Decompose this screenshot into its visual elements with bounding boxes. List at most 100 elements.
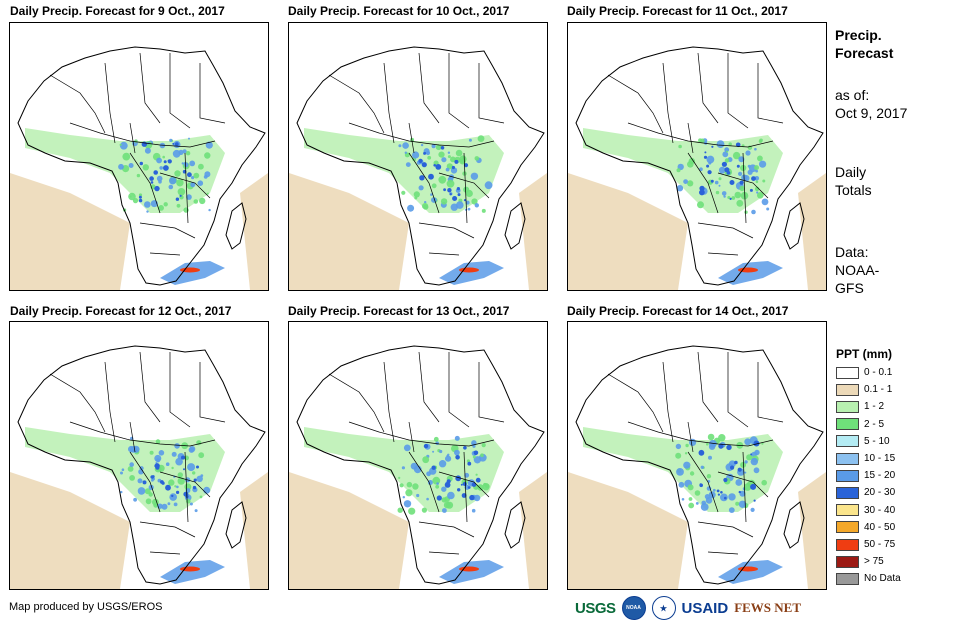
heavy-precip-cell: [172, 142, 175, 145]
light-precip-area: [568, 472, 688, 589]
precip-cell: [156, 175, 163, 182]
precip-cell: [433, 436, 439, 442]
legend-swatch: [836, 435, 859, 448]
country-border: [199, 63, 226, 124]
panel-title-3: Daily Precip. Forecast for 11 Oct., 2017: [567, 4, 788, 18]
heavy-precip-cell: [435, 164, 442, 170]
madagascar-outline: [504, 202, 526, 250]
heavy-precip-cell: [444, 482, 451, 488]
precip-cell: [744, 438, 752, 446]
africa-map: [568, 46, 826, 290]
precip-cell: [412, 151, 420, 159]
precip-cell: [445, 167, 450, 172]
precip-cell: [144, 488, 151, 495]
forecast-map-4: [9, 321, 269, 590]
light-precip-area: [289, 173, 409, 290]
southern-rain-streak: [718, 261, 783, 285]
precip-cell: [187, 463, 196, 472]
precip-cell: [477, 135, 485, 142]
heavy-precip-cell: [726, 171, 731, 175]
precip-cell: [189, 502, 193, 506]
precip-cell: [450, 203, 458, 211]
precip-cell: [407, 204, 415, 212]
country-border: [627, 421, 774, 447]
light-precip-area: [798, 173, 826, 290]
usgs-logo: USGS: [575, 599, 616, 617]
precip-cell: [728, 142, 732, 146]
country-border: [49, 373, 106, 433]
precip-cell: [156, 458, 161, 463]
precip-cell: [155, 439, 161, 444]
precip-cell: [158, 205, 165, 211]
heavy-precip-cell: [440, 146, 445, 150]
precip-cell: [401, 466, 405, 470]
precip-cell: [145, 498, 152, 505]
heavy-precip-cell: [165, 484, 171, 491]
legend-swatch: [836, 538, 859, 551]
precip-cell: [743, 175, 750, 182]
heavy-precip-cell: [421, 162, 427, 168]
precip-cell: [761, 479, 767, 486]
precip-cell: [766, 207, 770, 211]
precip-cell: [734, 191, 742, 199]
country-border: [139, 351, 161, 423]
country-border: [328, 74, 385, 134]
heavy-precip-cell: [463, 199, 467, 202]
precip-cell: [727, 196, 731, 199]
precip-cell: [127, 466, 134, 472]
precip-cell: [718, 184, 721, 187]
noaa-logo-text: NOAA: [626, 605, 641, 611]
precip-cell: [746, 482, 749, 485]
precip-cell: [130, 446, 137, 453]
precip-cell: [759, 160, 767, 168]
precip-cell: [416, 493, 420, 498]
precip-cell: [159, 166, 163, 170]
country-border: [69, 421, 216, 447]
country-border: [438, 172, 490, 199]
heavy-precip-cell: [460, 483, 463, 486]
precip-cell: [193, 199, 199, 204]
precip-cell: [171, 466, 174, 470]
continent-outline: [17, 345, 266, 585]
precip-cell: [732, 151, 741, 160]
side-title-line2: Forecast: [835, 45, 894, 61]
legend-item: 20 - 30: [836, 484, 895, 501]
country-border: [328, 373, 385, 433]
precip-cell: [420, 143, 424, 147]
precip-cell: [750, 457, 758, 466]
precip-cell: [405, 162, 411, 168]
country-border: [418, 521, 475, 538]
precip-cell: [715, 190, 720, 195]
precip-cell: [204, 171, 211, 178]
precip-cell: [720, 493, 728, 502]
precip-cell: [426, 497, 429, 501]
heavy-precip-cell: [736, 164, 740, 168]
precip-cell: [481, 208, 486, 213]
heavy-precip-cell: [729, 180, 735, 185]
precip-cell: [408, 507, 416, 515]
precip-cell: [676, 185, 684, 192]
heavy-precip-cell: [469, 494, 475, 501]
precip-cell: [464, 472, 470, 478]
country-border: [742, 152, 747, 224]
precip-cell: [424, 201, 427, 204]
legend-label: 0.1 - 1: [864, 384, 893, 396]
precip-cell: [450, 167, 458, 174]
precip-cell: [158, 450, 165, 456]
country-border: [707, 551, 739, 555]
country-border: [169, 352, 191, 428]
precip-cell: [761, 442, 764, 445]
precip-cell: [174, 170, 181, 177]
heavy-precip-cell: [753, 440, 760, 447]
precip-cell: [430, 193, 433, 196]
country-border: [662, 62, 674, 144]
precip-cell: [398, 144, 402, 148]
precip-cell: [743, 483, 752, 491]
precip-cell: [744, 471, 747, 474]
panel-title-6: Daily Precip. Forecast for 14 Oct., 2017: [567, 304, 789, 318]
light-precip-area: [519, 472, 547, 589]
precip-cell: [122, 152, 131, 161]
legend-swatch: [836, 452, 859, 465]
precip-cell: [755, 169, 758, 173]
light-precip-area: [10, 472, 130, 589]
